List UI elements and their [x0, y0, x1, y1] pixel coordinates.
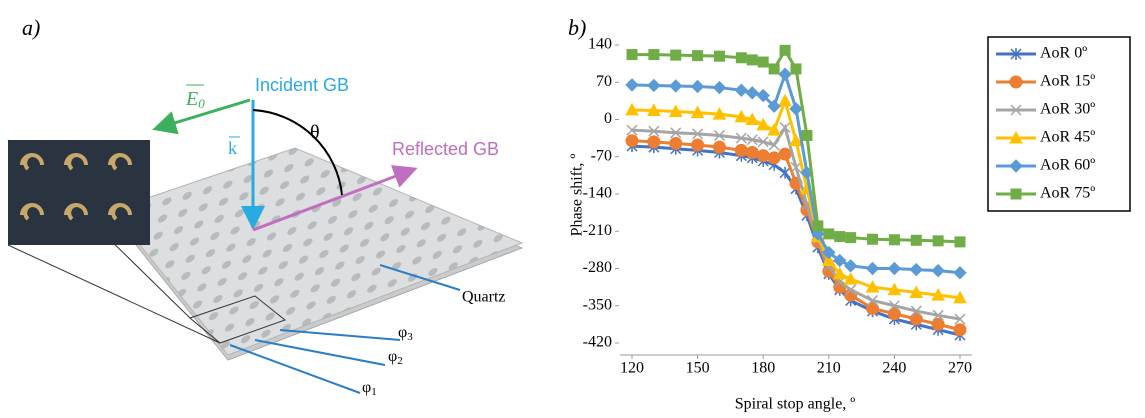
legend-label: AoR 0º	[1040, 45, 1087, 62]
x-tick-label: 210	[817, 360, 841, 377]
marker	[649, 50, 659, 60]
marker	[845, 260, 857, 272]
marker	[713, 82, 725, 94]
substrate-label: Quartz	[462, 289, 506, 306]
marker	[802, 130, 812, 140]
legend-label: AoR 15º	[1040, 73, 1095, 90]
y-tick-label: -140	[583, 185, 612, 202]
marker	[746, 87, 758, 99]
angle-label: θ	[310, 122, 320, 144]
marker	[779, 68, 791, 80]
marker	[910, 264, 922, 276]
marker	[955, 237, 965, 247]
panel-b: b) Spiral stop angle, º Phase shift, º -…	[568, 15, 1130, 413]
legend-label: AoR 45º	[1040, 129, 1095, 146]
marker	[780, 167, 790, 179]
marker	[846, 233, 856, 243]
marker	[626, 79, 638, 91]
wavevector-label: k	[228, 138, 237, 158]
marker	[888, 263, 900, 275]
marker	[692, 139, 704, 151]
marker	[889, 235, 899, 245]
marker	[954, 324, 966, 336]
y-tick-label: -420	[583, 334, 612, 351]
y-tick-label: -210	[583, 222, 612, 239]
marker	[627, 50, 637, 60]
y-tick-label: 0	[604, 110, 612, 127]
marker	[835, 232, 845, 242]
marker	[757, 150, 769, 162]
marker	[670, 80, 682, 92]
phase-label: φ3	[398, 324, 413, 343]
marker	[911, 235, 921, 245]
marker	[671, 50, 681, 60]
marker	[824, 229, 834, 239]
marker	[746, 146, 758, 158]
marker	[735, 144, 747, 156]
marker	[692, 81, 704, 93]
marker	[736, 53, 746, 63]
marker	[868, 234, 878, 244]
marker	[747, 55, 757, 65]
legend-label: AoR 75º	[1040, 185, 1095, 202]
marker	[769, 64, 779, 74]
marker	[933, 236, 943, 246]
marker	[626, 135, 638, 147]
marker	[648, 79, 660, 91]
marker	[714, 51, 724, 61]
marker	[648, 136, 660, 148]
field-label: E0	[185, 88, 205, 111]
incident-label: Incident GB	[255, 75, 349, 95]
marker	[735, 84, 747, 96]
panel-label: a)	[22, 15, 40, 40]
x-axis-title: Spiral stop angle, º	[735, 396, 856, 413]
reflected-label: Reflected GB	[392, 139, 499, 159]
marker	[954, 267, 966, 279]
legend-label: AoR 60º	[1040, 157, 1095, 174]
figure: a) Incident GB E0 k θ Reflected GB Quart…	[0, 0, 1145, 418]
marker	[758, 57, 768, 67]
marker	[779, 95, 791, 106]
legend-label: AoR 30º	[1040, 101, 1095, 118]
y-tick-label: -70	[591, 147, 612, 164]
marker	[670, 137, 682, 149]
marker	[790, 103, 802, 115]
marker	[713, 141, 725, 153]
phase-label: φ2	[388, 348, 403, 367]
panel-a: a) Incident GB E0 k θ Reflected GB Quart…	[8, 15, 522, 397]
y-tick-label: 70	[596, 73, 612, 90]
x-tick-label: 120	[620, 360, 644, 377]
x-tick-label: 150	[686, 360, 710, 377]
y-tick-label: 140	[588, 36, 612, 53]
marker	[791, 64, 801, 74]
marker	[932, 265, 944, 277]
x-tick-label: 240	[882, 360, 906, 377]
x-tick-label: 180	[751, 360, 775, 377]
legend-marker	[1011, 189, 1021, 199]
y-tick-label: -280	[583, 259, 612, 276]
marker	[693, 51, 703, 61]
marker	[779, 148, 791, 160]
panel-label: b)	[568, 15, 586, 40]
legend-marker	[1010, 76, 1022, 88]
marker	[867, 263, 879, 275]
x-tick-label: 270	[948, 360, 972, 377]
phase-label: φ1	[362, 379, 377, 398]
marker	[813, 221, 823, 231]
marker	[780, 45, 790, 55]
y-tick-label: -350	[583, 296, 612, 313]
marker	[768, 152, 780, 164]
